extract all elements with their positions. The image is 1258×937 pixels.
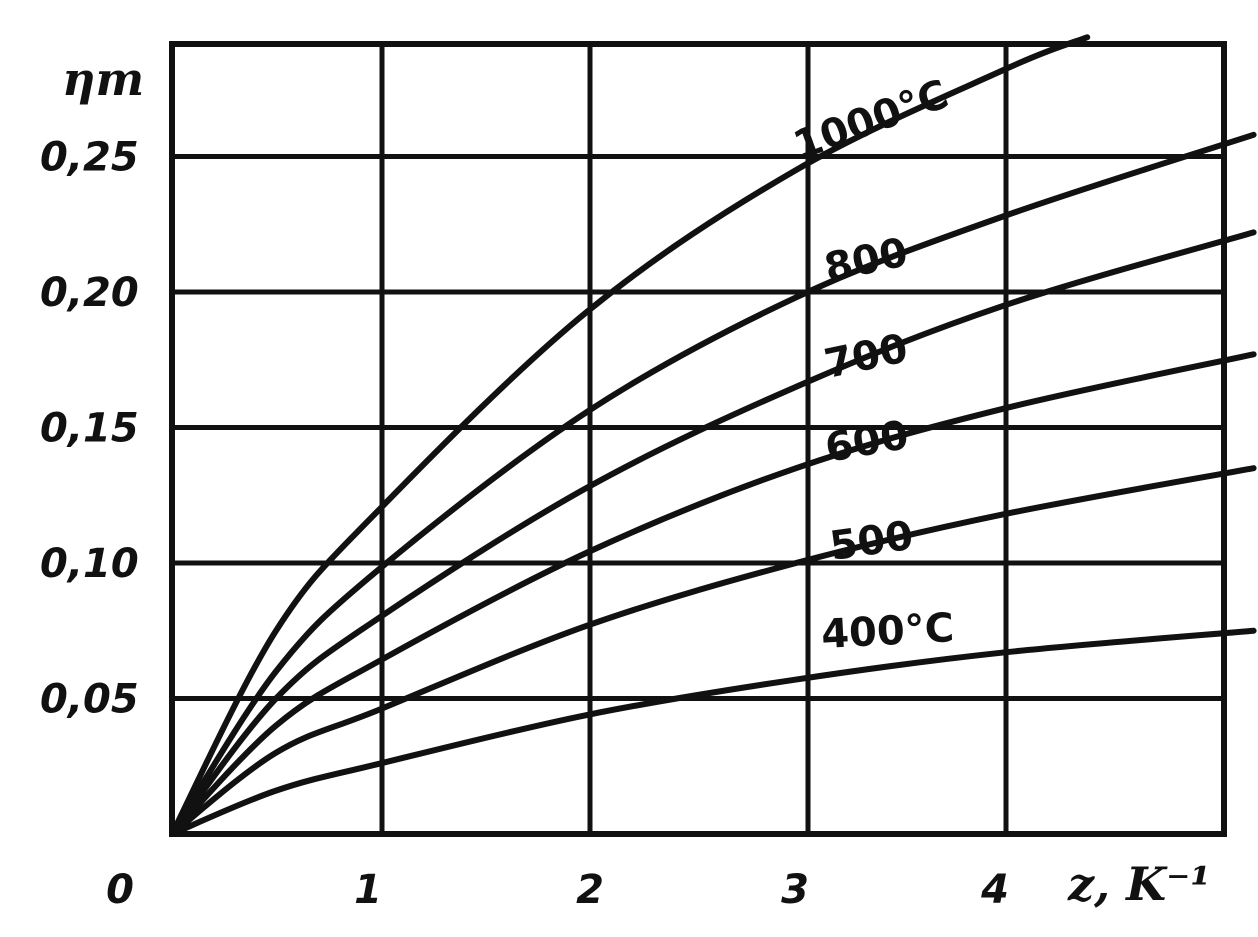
x-axis-label: z, K⁻¹ xyxy=(1067,857,1211,911)
x-tick-label: 2 xyxy=(576,867,604,913)
grid xyxy=(169,41,1227,837)
y-tick-label: 0,10 xyxy=(40,541,139,587)
curve-label: 600 xyxy=(822,412,912,472)
y-tick-label: 0,20 xyxy=(40,270,139,316)
series-line-800 xyxy=(169,131,1257,837)
series-line-400°C xyxy=(169,627,1257,837)
x-tick-label: 4 xyxy=(980,867,1009,913)
curve-label: 400°C xyxy=(820,605,955,658)
curve-label: 800 xyxy=(821,229,912,291)
y-tick-label: 0,15 xyxy=(40,406,139,452)
x-tick-label: 3 xyxy=(781,867,809,913)
curve-label: 700 xyxy=(821,325,912,387)
curves xyxy=(169,34,1257,837)
series-line-1000°C xyxy=(169,34,1091,837)
series-line-600 xyxy=(169,351,1257,837)
x-tick-label: 0 xyxy=(106,867,134,913)
series-line-500 xyxy=(169,465,1257,837)
plot-frame xyxy=(169,41,1227,837)
tick-labels: 0 1 2 3 4 0,05 0,10 0,15 0,20 0,25 xyxy=(40,135,1009,914)
series-line-700 xyxy=(169,229,1257,837)
x-tick-label: 1 xyxy=(354,867,382,913)
y-tick-label: 0,05 xyxy=(40,677,139,723)
y-axis-label: ηт xyxy=(62,52,144,106)
y-tick-label: 0,25 xyxy=(40,135,139,181)
